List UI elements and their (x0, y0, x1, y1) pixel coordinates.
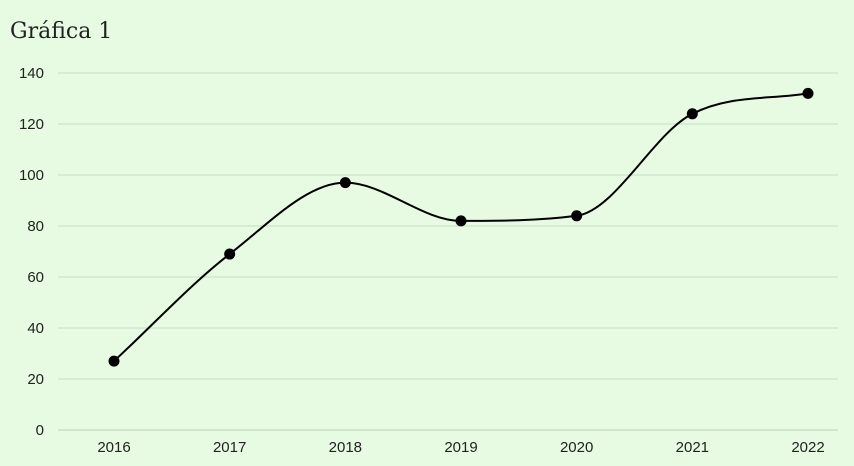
data-point-2017 (224, 248, 236, 260)
data-point-2019 (455, 215, 467, 227)
x-tick-label: 2017 (213, 439, 246, 456)
data-point-2022 (802, 87, 814, 99)
x-tick-label: 2020 (560, 439, 593, 456)
data-points (108, 87, 814, 367)
x-tick-label: 2021 (676, 439, 709, 456)
x-axis-ticks: 2016 2017 2018 2019 2020 2021 2022 (97, 439, 824, 456)
y-tick-label: 140 (19, 65, 44, 82)
data-point-2020 (571, 210, 583, 222)
data-point-2016 (108, 355, 120, 367)
y-tick-label: 0 (36, 422, 44, 439)
data-point-2021 (686, 108, 698, 120)
y-tick-label: 20 (27, 371, 44, 388)
x-tick-label: 2022 (791, 439, 824, 456)
y-tick-label: 40 (27, 320, 44, 337)
x-tick-label: 2018 (329, 439, 362, 456)
y-tick-label: 60 (27, 269, 44, 286)
y-tick-label: 120 (19, 116, 44, 133)
x-tick-label: 2016 (97, 439, 130, 456)
y-axis-ticks: 0 20 40 60 80 100 120 140 (19, 65, 44, 439)
data-point-2018 (339, 177, 351, 189)
y-tick-label: 100 (19, 167, 44, 184)
y-tick-label: 80 (27, 218, 44, 235)
chart-title: Gráfica 1 (10, 19, 112, 44)
gridlines (58, 72, 838, 431)
x-tick-label: 2019 (444, 439, 477, 456)
